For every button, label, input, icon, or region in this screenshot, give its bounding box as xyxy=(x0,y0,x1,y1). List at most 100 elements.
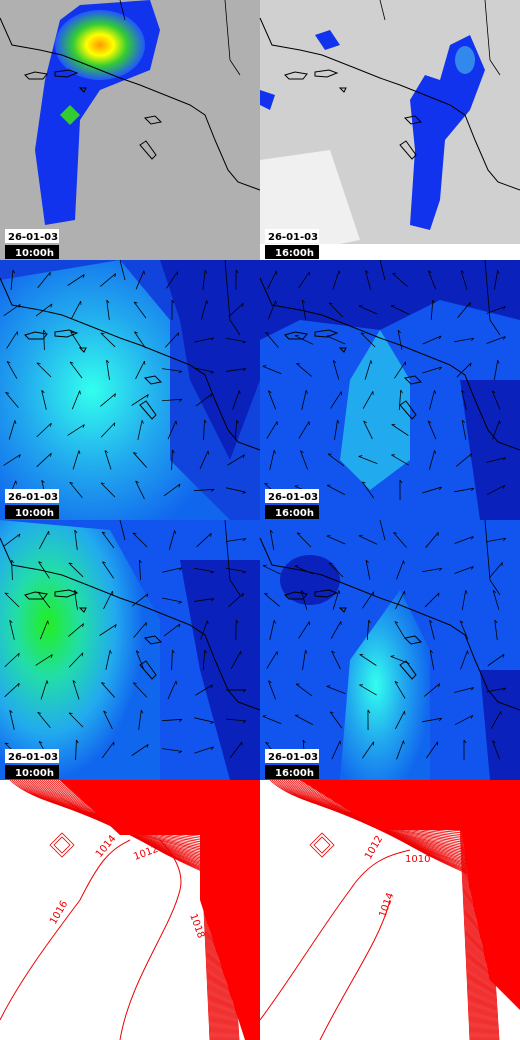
wind-arrow xyxy=(396,740,405,760)
wind-arrow xyxy=(100,422,116,438)
wind-arrow xyxy=(194,598,215,602)
wind-arrow xyxy=(326,685,346,695)
wind-arrow xyxy=(171,649,175,671)
wind-arrow xyxy=(395,710,406,730)
wind-arrow xyxy=(74,529,78,550)
wind-arrow xyxy=(397,329,403,350)
wind-arrow xyxy=(133,452,147,468)
wind-arrow xyxy=(422,335,442,345)
isobar xyxy=(49,832,75,858)
wind-arrow xyxy=(298,421,310,439)
wind-arrow xyxy=(166,271,178,289)
time-label: 10:00h xyxy=(15,248,54,259)
wind-arrow xyxy=(326,484,346,495)
wind-arrow xyxy=(493,359,500,380)
wind-arrow xyxy=(365,270,371,290)
wind-arrow xyxy=(196,532,212,548)
wind-arrow xyxy=(6,331,18,349)
wind-arrow xyxy=(71,390,81,410)
wind-arrow xyxy=(294,564,314,575)
wind-arrow xyxy=(486,336,506,344)
wind-arrow xyxy=(103,590,114,610)
wind-arrow xyxy=(328,562,344,578)
wind-arrow xyxy=(492,420,501,440)
wind-arrow xyxy=(68,562,84,578)
wind-arrow xyxy=(69,361,83,379)
wind-arrow xyxy=(262,365,282,375)
wind-arrow xyxy=(328,302,344,318)
wind-arrow xyxy=(327,453,345,467)
wind-arrow xyxy=(362,741,375,759)
time-label: 16:00h xyxy=(275,768,314,779)
wind-arrow xyxy=(486,457,506,463)
wind-arrow xyxy=(227,454,245,466)
wind-arrow xyxy=(262,715,282,725)
wind-arrow xyxy=(358,304,378,315)
wind-arrow xyxy=(37,591,51,609)
date-box xyxy=(5,749,59,763)
wind-arrow xyxy=(167,420,178,440)
wind-arrow xyxy=(3,454,21,466)
date-label: 26-01-03 xyxy=(268,492,318,503)
wind-arrow xyxy=(362,391,374,409)
wind-arrow xyxy=(134,331,146,349)
wind-arrow xyxy=(429,649,435,670)
wind-arrow xyxy=(460,650,469,670)
wind-arrow xyxy=(105,650,112,670)
wind-arrow xyxy=(359,684,377,696)
time-label: 16:00h xyxy=(275,248,314,259)
wind-arrow xyxy=(131,394,149,406)
wind-arrow xyxy=(194,717,214,724)
wind-arrow xyxy=(72,450,81,470)
wind-arrow xyxy=(138,709,144,730)
wind-arrow xyxy=(131,593,149,607)
wind-arrow xyxy=(489,562,503,578)
wind-arrow xyxy=(226,718,247,723)
wind-arrow xyxy=(360,332,376,348)
wind-arrow xyxy=(226,538,247,542)
wind-arrow xyxy=(269,620,276,640)
wind-arrow xyxy=(361,481,375,499)
wind-arrow xyxy=(200,300,209,320)
wind-arrow xyxy=(330,621,342,639)
precip-panel xyxy=(0,0,261,260)
wind-arrow xyxy=(75,739,79,761)
wind-arrow xyxy=(359,654,377,666)
wind-arrow xyxy=(226,487,246,494)
wind-arrow xyxy=(41,389,47,410)
wind-arrow xyxy=(9,619,15,640)
wind-arrow xyxy=(358,455,378,465)
wind-arrow xyxy=(269,450,276,470)
wind-arrow xyxy=(202,269,208,290)
wind-arrow xyxy=(454,566,474,574)
wind-panel xyxy=(0,259,261,520)
wind-arrow xyxy=(298,621,310,639)
wind-arrow xyxy=(101,682,115,698)
wind-arrow xyxy=(200,620,209,640)
wind-panel xyxy=(259,259,520,520)
wind-arrow xyxy=(492,740,500,760)
wind-arrow xyxy=(394,361,406,379)
wind-arrow xyxy=(268,680,276,700)
wind-arrow xyxy=(99,624,117,636)
time-box xyxy=(265,765,319,779)
wind-arrow xyxy=(193,488,215,492)
wind-arrow xyxy=(168,530,177,550)
wind-arrow xyxy=(202,649,207,671)
wind-arrow xyxy=(326,334,346,345)
wind-arrow xyxy=(38,561,50,579)
wind-arrow xyxy=(487,653,505,667)
wind-arrow xyxy=(395,590,406,610)
wind-arrow xyxy=(461,589,468,610)
wind-arrow xyxy=(430,299,435,320)
wind-arrow xyxy=(171,449,175,471)
arrows xyxy=(262,269,506,501)
wind-arrow xyxy=(268,300,277,320)
wind-arrow xyxy=(424,683,441,697)
wind-arrow xyxy=(106,299,110,320)
wind-arrow xyxy=(199,450,210,470)
wind-arrow xyxy=(429,390,437,410)
wind-arrow xyxy=(43,329,47,351)
wind-arrow xyxy=(454,487,475,493)
